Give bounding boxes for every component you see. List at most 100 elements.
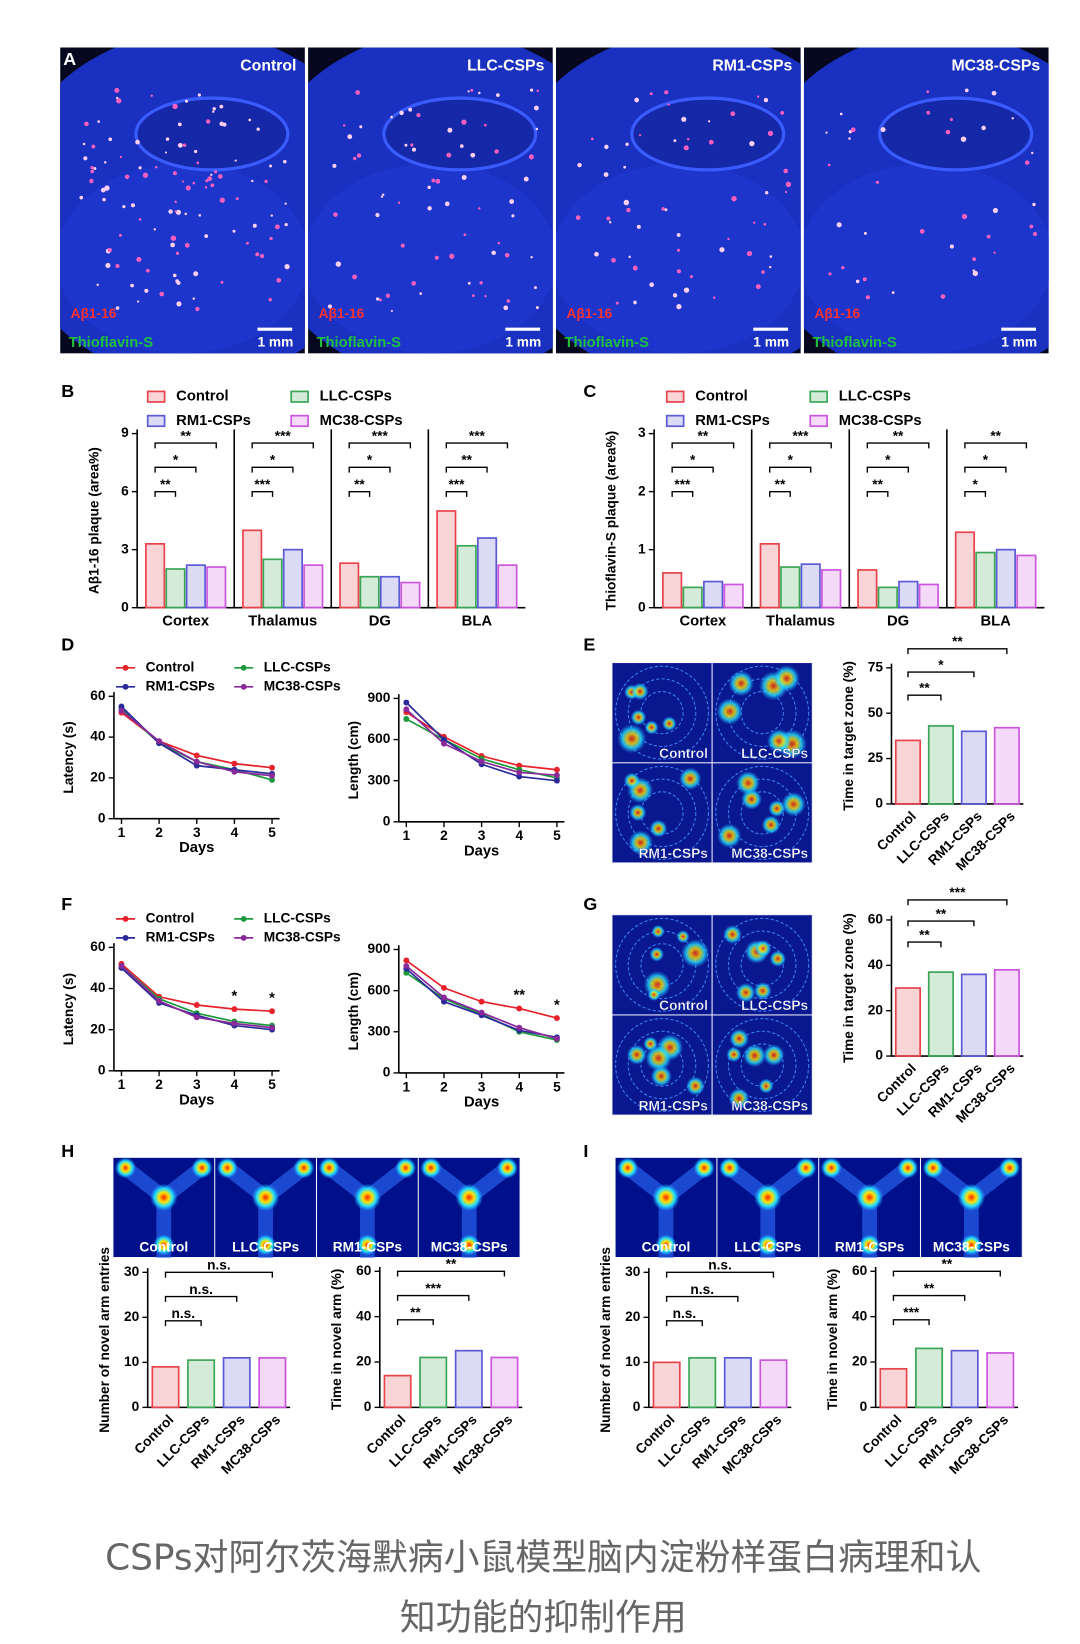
series-point <box>118 703 125 710</box>
bar <box>993 969 1020 1057</box>
bar <box>894 739 922 805</box>
maze-ring <box>715 765 810 860</box>
significance-bracket <box>671 442 735 449</box>
y-tick-label: 20 <box>852 1354 868 1369</box>
plaque-dot <box>575 215 581 220</box>
panel-label: E <box>583 634 595 654</box>
significance-label: ** <box>990 428 1001 443</box>
plaque-dot <box>90 169 95 174</box>
legend-marker <box>240 934 247 941</box>
plaque-dot <box>506 299 510 303</box>
plaque-dot <box>234 159 237 162</box>
plaque-dot <box>165 137 170 141</box>
plaque-dot <box>961 213 968 220</box>
plaque-dot <box>496 93 500 97</box>
bar <box>682 586 703 609</box>
plaque-dot <box>219 121 224 127</box>
y-tick-label: 0 <box>875 1048 883 1063</box>
legend-marker <box>122 664 129 671</box>
maze-ring <box>615 917 709 1012</box>
significance-bracket <box>866 466 910 473</box>
plaque-dot <box>284 202 287 205</box>
significance-label: n.s. <box>189 1282 213 1297</box>
plaque-dot <box>264 179 268 184</box>
heat-spot <box>662 716 677 731</box>
significance-label: * <box>788 453 794 468</box>
heat-spot <box>685 1076 705 1096</box>
plaque-dot <box>628 255 631 259</box>
heat-spot <box>651 924 665 939</box>
plaque-dot <box>719 247 725 253</box>
y-tick-label: 0 <box>98 1062 106 1077</box>
tile-label: MC38-CSPs <box>933 1240 1010 1255</box>
plaque-dot <box>497 241 501 245</box>
plaque-dot <box>463 233 467 237</box>
stain-label: Aβ1-16 <box>567 306 613 321</box>
plaque-dot <box>400 243 405 248</box>
plaque-dot <box>385 293 391 298</box>
hippocampus <box>878 96 1034 172</box>
significance-bracket <box>445 490 468 497</box>
plaque-dot <box>408 107 413 112</box>
x-tick-label: Thalamus <box>248 613 317 629</box>
bar <box>151 1366 180 1409</box>
plaque-dot <box>145 268 150 273</box>
y-axis-label: Length (cm) <box>346 721 361 799</box>
x-tick-label: DG <box>369 613 391 629</box>
significance-label: * <box>554 997 560 1013</box>
significance-bracket <box>164 1320 202 1327</box>
plaque-dot <box>664 90 669 95</box>
series-point <box>516 773 523 780</box>
bar <box>954 531 976 609</box>
bar <box>821 569 842 609</box>
plaque-dot <box>416 113 421 118</box>
x-tick-label: 5 <box>268 825 276 840</box>
plaque-dot <box>472 294 475 297</box>
series-point <box>269 776 276 783</box>
significance-bracket <box>396 1319 434 1326</box>
plaque-dot <box>533 105 539 111</box>
plaque-dot <box>606 216 611 221</box>
plaque-dot <box>84 121 89 127</box>
x-tick-label: 4 <box>231 825 239 840</box>
heat-spot <box>191 1157 213 1179</box>
y-tick-label: 3 <box>121 541 129 556</box>
plaque-dot <box>848 137 851 140</box>
tile-label: Control <box>139 1240 188 1255</box>
plaque-dot <box>118 233 122 237</box>
heat-spot <box>645 1044 672 1072</box>
stain-label: Aβ1-16 <box>71 306 117 321</box>
plaque-dot <box>836 222 842 228</box>
bar <box>995 548 1017 609</box>
y-tick-label: 600 <box>367 982 390 997</box>
x-tick-label: 1 <box>403 828 411 843</box>
plaque-dot <box>945 129 951 135</box>
maze-ring <box>715 917 810 1012</box>
ymaze-tile <box>716 1157 819 1258</box>
plaque-dot <box>535 306 539 310</box>
series-point <box>269 1024 276 1031</box>
bar <box>456 544 477 609</box>
plaque-dot <box>194 149 198 154</box>
bar <box>960 730 987 805</box>
significance-label: ** <box>180 428 191 443</box>
x-tick-label: DG <box>887 613 909 629</box>
heat-spot <box>216 1157 238 1179</box>
plaque-dot <box>504 252 510 258</box>
bar <box>688 1357 717 1409</box>
series-point <box>553 766 560 773</box>
legend-marker <box>240 683 247 690</box>
heat-spot <box>153 1234 175 1256</box>
plaque-dot <box>270 214 273 217</box>
series-point <box>193 752 200 759</box>
scale-bar-label: 1 mm <box>753 334 789 349</box>
plaque-dot <box>523 176 529 182</box>
legend-marker <box>122 915 129 922</box>
bar <box>379 575 401 609</box>
plaque-dot <box>964 88 969 93</box>
significance-label: n.s. <box>207 1258 231 1273</box>
ymaze-tile <box>615 1157 717 1258</box>
y-tick-label: 900 <box>367 690 390 705</box>
heat-spot <box>757 1234 779 1256</box>
plaque-dot <box>1030 151 1034 155</box>
